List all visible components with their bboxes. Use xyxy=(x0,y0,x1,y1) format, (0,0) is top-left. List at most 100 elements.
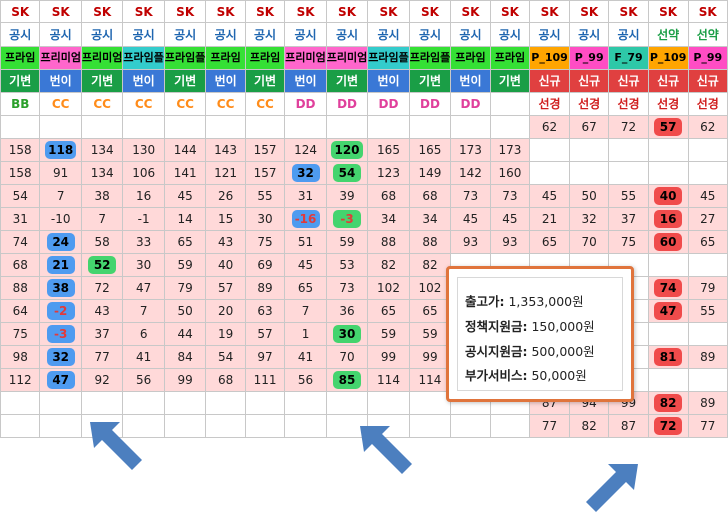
data-cell[interactable]: 173 xyxy=(450,138,491,162)
data-cell[interactable]: 30 xyxy=(325,322,369,346)
data-cell[interactable]: 70 xyxy=(568,230,610,254)
data-cell[interactable]: 63 xyxy=(244,299,286,323)
data-cell[interactable]: 134 xyxy=(80,138,124,162)
type-cell[interactable]: 신규 xyxy=(687,69,728,93)
data-cell[interactable]: 47 xyxy=(39,368,82,392)
data-cell[interactable]: 56 xyxy=(122,368,165,392)
grade-cell[interactable] xyxy=(489,92,531,116)
type-cell[interactable]: 기변 xyxy=(163,69,207,93)
data-cell[interactable] xyxy=(325,414,369,438)
data-cell[interactable]: 79 xyxy=(163,276,207,300)
data-cell[interactable]: 58 xyxy=(80,230,124,254)
grade-cell[interactable]: DD xyxy=(450,92,491,116)
carrier-cell[interactable]: SK xyxy=(489,0,531,23)
data-cell[interactable]: 41 xyxy=(122,345,165,369)
data-cell[interactable]: 57 xyxy=(244,322,286,346)
support-type-cell[interactable]: 선약 xyxy=(647,22,689,47)
data-cell[interactable]: -10 xyxy=(39,207,82,231)
data-cell[interactable] xyxy=(450,115,491,139)
type-cell[interactable]: 번이 xyxy=(367,69,410,93)
data-cell[interactable]: 45 xyxy=(489,207,531,231)
data-cell[interactable] xyxy=(284,115,327,139)
data-cell[interactable]: 31 xyxy=(284,184,327,208)
data-cell[interactable]: 53 xyxy=(325,253,369,277)
grade-cell[interactable]: CC xyxy=(244,92,286,116)
data-cell[interactable]: 40 xyxy=(205,253,246,277)
data-cell[interactable] xyxy=(687,368,728,392)
data-cell[interactable]: 33 xyxy=(122,230,165,254)
data-cell[interactable]: 64 xyxy=(0,299,41,323)
data-cell[interactable]: 73 xyxy=(489,184,531,208)
data-cell[interactable]: 75 xyxy=(608,230,649,254)
data-cell[interactable]: 99 xyxy=(367,345,410,369)
type-cell[interactable]: 번이 xyxy=(284,69,327,93)
data-cell[interactable] xyxy=(39,391,82,415)
plan-cell[interactable]: 프라임 xyxy=(205,46,246,70)
support-type-cell[interactable]: 공시 xyxy=(122,22,165,47)
type-cell[interactable]: 기변 xyxy=(408,69,452,93)
data-cell[interactable] xyxy=(163,391,207,415)
data-cell[interactable]: 62 xyxy=(529,115,570,139)
carrier-cell[interactable]: SK xyxy=(325,0,369,23)
support-type-cell[interactable]: 선약 xyxy=(687,22,728,47)
data-cell[interactable]: 1 xyxy=(284,322,327,346)
support-type-cell[interactable]: 공시 xyxy=(163,22,207,47)
data-cell[interactable]: 68 xyxy=(408,184,452,208)
data-cell[interactable]: 65 xyxy=(163,230,207,254)
data-cell[interactable]: 65 xyxy=(408,299,452,323)
data-cell[interactable] xyxy=(80,115,124,139)
carrier-cell[interactable]: SK xyxy=(608,0,649,23)
data-cell[interactable]: -16 xyxy=(284,207,327,231)
plan-cell[interactable]: 프라임플 xyxy=(163,46,207,70)
data-cell[interactable]: 82 xyxy=(647,391,689,415)
data-cell[interactable] xyxy=(244,391,286,415)
type-cell[interactable]: 번이 xyxy=(205,69,246,93)
data-cell[interactable]: 50 xyxy=(568,184,610,208)
data-cell[interactable] xyxy=(687,161,728,185)
plan-cell[interactable]: 프라임플 xyxy=(408,46,452,70)
data-cell[interactable]: 55 xyxy=(687,299,728,323)
data-cell[interactable]: 62 xyxy=(687,115,728,139)
data-cell[interactable]: 32 xyxy=(568,207,610,231)
data-cell[interactable] xyxy=(205,414,246,438)
data-cell[interactable] xyxy=(489,115,531,139)
grade-cell[interactable]: 선경 xyxy=(608,92,649,116)
data-cell[interactable]: 99 xyxy=(163,368,207,392)
data-cell[interactable]: 98 xyxy=(0,345,41,369)
data-cell[interactable]: 31 xyxy=(0,207,41,231)
carrier-cell[interactable]: SK xyxy=(687,0,728,23)
data-cell[interactable]: 157 xyxy=(244,161,286,185)
grade-cell[interactable]: CC xyxy=(122,92,165,116)
data-cell[interactable]: 19 xyxy=(205,322,246,346)
grade-cell[interactable]: DD xyxy=(367,92,410,116)
data-cell[interactable]: 143 xyxy=(205,138,246,162)
data-cell[interactable]: 41 xyxy=(284,345,327,369)
plan-cell[interactable]: 프리미엄 xyxy=(325,46,369,70)
data-cell[interactable]: 173 xyxy=(489,138,531,162)
support-type-cell[interactable]: 공시 xyxy=(408,22,452,47)
data-cell[interactable]: 16 xyxy=(122,184,165,208)
data-cell[interactable]: 45 xyxy=(529,184,570,208)
grade-cell[interactable]: 선경 xyxy=(687,92,728,116)
data-cell[interactable] xyxy=(529,161,570,185)
data-cell[interactable]: 85 xyxy=(325,368,369,392)
grade-cell[interactable]: CC xyxy=(80,92,124,116)
plan-cell[interactable]: 프라임플 xyxy=(367,46,410,70)
data-cell[interactable] xyxy=(647,368,689,392)
support-type-cell[interactable]: 공시 xyxy=(80,22,124,47)
data-cell[interactable]: 21 xyxy=(529,207,570,231)
data-cell[interactable]: 165 xyxy=(408,138,452,162)
data-cell[interactable]: 57 xyxy=(205,276,246,300)
type-cell[interactable]: 번이 xyxy=(450,69,491,93)
data-cell[interactable] xyxy=(647,138,689,162)
plan-cell[interactable]: P_109 xyxy=(647,46,689,70)
data-cell[interactable] xyxy=(39,414,82,438)
data-cell[interactable] xyxy=(284,414,327,438)
data-cell[interactable]: 65 xyxy=(367,299,410,323)
data-cell[interactable]: 45 xyxy=(163,184,207,208)
data-cell[interactable]: 120 xyxy=(325,138,369,162)
data-cell[interactable]: 88 xyxy=(408,230,452,254)
data-cell[interactable]: 72 xyxy=(80,276,124,300)
grade-cell[interactable]: 선경 xyxy=(647,92,689,116)
data-cell[interactable]: 75 xyxy=(0,322,41,346)
